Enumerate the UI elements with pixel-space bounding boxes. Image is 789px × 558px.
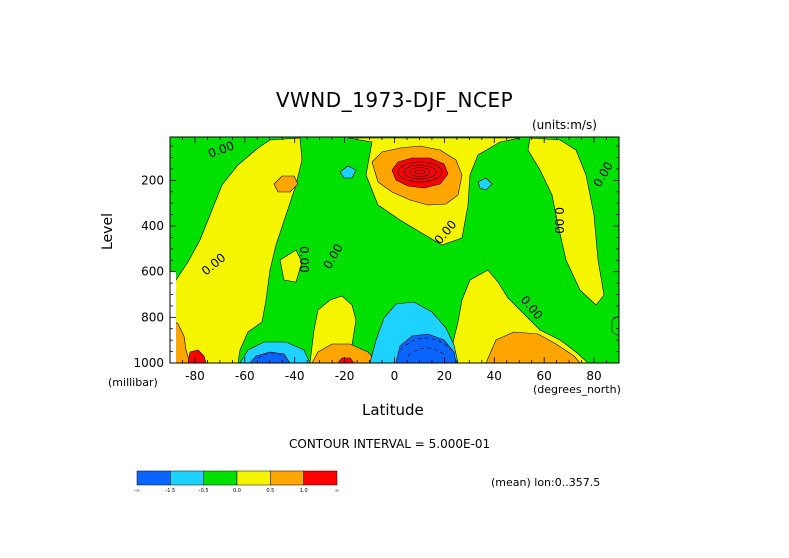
colorbar: -∞ -1.5 -0.5 0.0 0.5 1.0 ∞: [134, 470, 339, 494]
y-tick-label: 600: [141, 265, 164, 279]
x-tick-label: 60: [537, 369, 552, 383]
positive-region-sh-lower: [279, 249, 303, 283]
y-tick-label: 400: [141, 219, 164, 233]
colorbar-label: 0.5: [266, 488, 274, 494]
y-axis-units: (millibar): [108, 376, 158, 389]
x-tick-label: 80: [586, 369, 601, 383]
cyan-small-2: [477, 177, 493, 191]
x-tick-label: 0: [391, 369, 399, 383]
cyan-small-1: [339, 165, 357, 179]
contour-interval-text: CONTOUR INTERVAL = 5.000E-01: [289, 437, 491, 451]
orange-subtropic-surface: [311, 343, 379, 363]
colorbar-swatch: [236, 470, 271, 486]
x-tick-label: -60: [235, 369, 255, 383]
x-axis-label: Latitude: [362, 401, 424, 419]
colorbar-label: -1.5: [165, 488, 175, 494]
small-orange-sh: [273, 175, 299, 193]
colorbar-swatch: [170, 470, 204, 486]
x-tick-label: 20: [437, 369, 452, 383]
units-label: (units:m/s): [532, 118, 597, 132]
x-axis-units: (degrees_north): [533, 383, 621, 396]
colorbar-swatch: [136, 470, 171, 486]
y-axis-label: Level: [100, 213, 116, 250]
jet-inner-contours: [397, 161, 443, 183]
contour-label: 0.00: [297, 246, 311, 273]
blue-tropics: [395, 333, 457, 363]
jet-core-red: [391, 157, 449, 189]
colorbar-swatch: [270, 470, 304, 486]
colorbar-label: 0.0: [233, 488, 241, 494]
x-tick-label: -40: [285, 369, 305, 383]
x-tick-label: -80: [185, 369, 205, 383]
axis-tick-labels: -80 -60 -40 -20 0 20 40 60 80 200 400 600 800 1000: [133, 173, 601, 383]
colorbar-label: -∞: [134, 488, 140, 494]
colorbar-swatch: [203, 470, 238, 486]
y-tick-label: 1000: [133, 356, 164, 370]
colorbar-swatch: [303, 470, 338, 486]
colorbar-label: 1.0: [300, 488, 308, 494]
y-tick-label: 800: [141, 310, 164, 324]
red-subtropic-surface: [337, 357, 355, 363]
chart-title: VWND_1973-DJF_NCEP: [275, 88, 514, 112]
positive-region-nh-high: [527, 137, 605, 306]
orange-nh-surface: [485, 331, 581, 363]
axis-ticks: [169, 137, 620, 364]
contour-label: 0.00: [552, 207, 566, 234]
y-tick-label: 200: [141, 173, 164, 187]
colorbar-label: -0.5: [199, 488, 209, 494]
positive-region-nh: [447, 269, 589, 363]
x-tick-label: 40: [487, 369, 502, 383]
red-sh-surface: [187, 349, 207, 363]
x-tick-label: -20: [335, 369, 355, 383]
footer-mean-text: (mean) lon:0..357.5: [491, 476, 601, 489]
negative-contours: [257, 337, 453, 359]
colorbar-label: ∞: [335, 488, 339, 494]
positive-region-sh-polar: [170, 137, 303, 363]
